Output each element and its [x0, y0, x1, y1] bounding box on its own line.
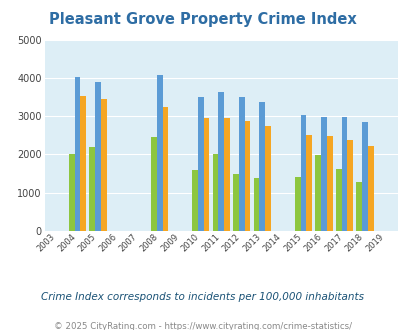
- Bar: [162, 107, 168, 231]
- Bar: [356, 182, 361, 231]
- Bar: [300, 115, 305, 231]
- Bar: [341, 116, 347, 231]
- Bar: [326, 136, 332, 231]
- Bar: [69, 154, 75, 231]
- Bar: [315, 155, 320, 231]
- Bar: [151, 137, 156, 231]
- Bar: [232, 174, 238, 231]
- Bar: [156, 75, 162, 231]
- Bar: [89, 147, 95, 231]
- Bar: [305, 135, 311, 231]
- Text: Crime Index corresponds to incidents per 100,000 inhabitants: Crime Index corresponds to incidents per…: [41, 292, 364, 302]
- Bar: [244, 121, 250, 231]
- Bar: [367, 147, 373, 231]
- Bar: [101, 99, 107, 231]
- Bar: [259, 102, 264, 231]
- Bar: [218, 92, 224, 231]
- Bar: [203, 118, 209, 231]
- Bar: [95, 82, 101, 231]
- Text: Pleasant Grove Property Crime Index: Pleasant Grove Property Crime Index: [49, 12, 356, 26]
- Bar: [347, 140, 352, 231]
- Bar: [294, 178, 300, 231]
- Bar: [192, 170, 197, 231]
- Bar: [320, 116, 326, 231]
- Bar: [197, 97, 203, 231]
- Bar: [80, 96, 86, 231]
- Bar: [361, 122, 367, 231]
- Bar: [212, 154, 218, 231]
- Bar: [264, 126, 270, 231]
- Bar: [238, 97, 244, 231]
- Text: © 2025 CityRating.com - https://www.cityrating.com/crime-statistics/: © 2025 CityRating.com - https://www.city…: [54, 322, 351, 330]
- Bar: [253, 178, 259, 231]
- Bar: [75, 77, 80, 231]
- Bar: [224, 118, 229, 231]
- Bar: [335, 169, 341, 231]
